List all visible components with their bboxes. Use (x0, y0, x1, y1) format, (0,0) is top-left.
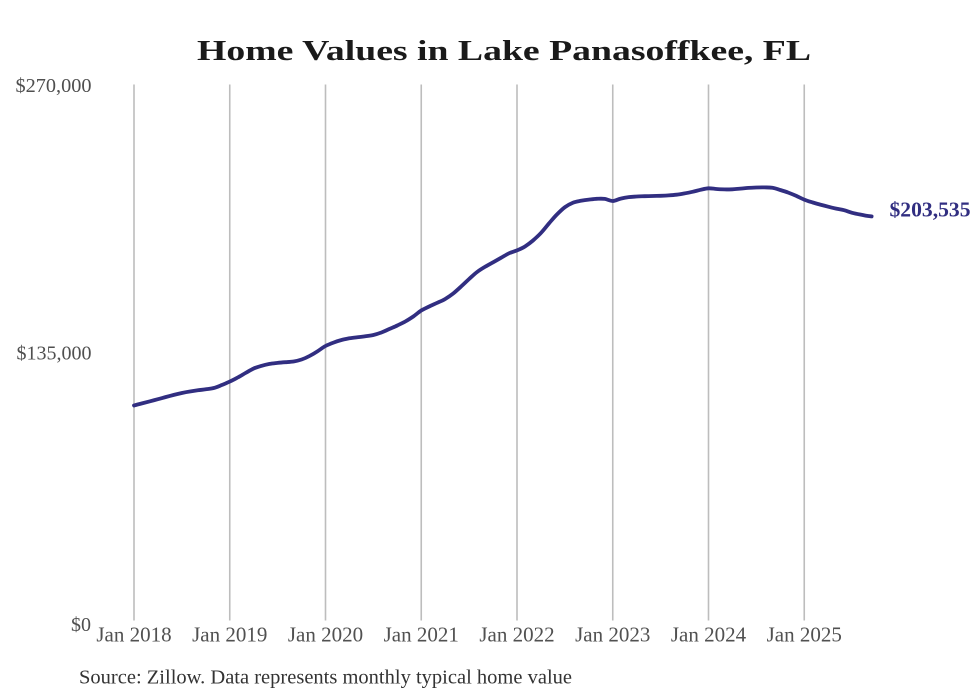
svg-text:Jan 2022: Jan 2022 (479, 623, 554, 647)
svg-text:Source: Zillow. Data represent: Source: Zillow. Data represents monthly … (79, 667, 572, 689)
svg-text:$135,000: $135,000 (17, 343, 92, 365)
svg-text:Jan 2018: Jan 2018 (96, 623, 171, 647)
svg-text:Home Values in Lake Panasoffke: Home Values in Lake Panasoffkee, FL (197, 35, 811, 67)
svg-text:Jan 2019: Jan 2019 (192, 623, 267, 647)
svg-text:Jan 2020: Jan 2020 (288, 623, 363, 647)
svg-text:Jan 2024: Jan 2024 (671, 623, 747, 647)
svg-text:$0: $0 (71, 614, 91, 636)
svg-text:Jan 2023: Jan 2023 (575, 623, 650, 647)
svg-text:Jan 2021: Jan 2021 (384, 623, 459, 647)
svg-text:$203,535: $203,535 (890, 198, 971, 222)
svg-text:Jan 2025: Jan 2025 (767, 623, 842, 647)
svg-text:$270,000: $270,000 (16, 75, 92, 97)
